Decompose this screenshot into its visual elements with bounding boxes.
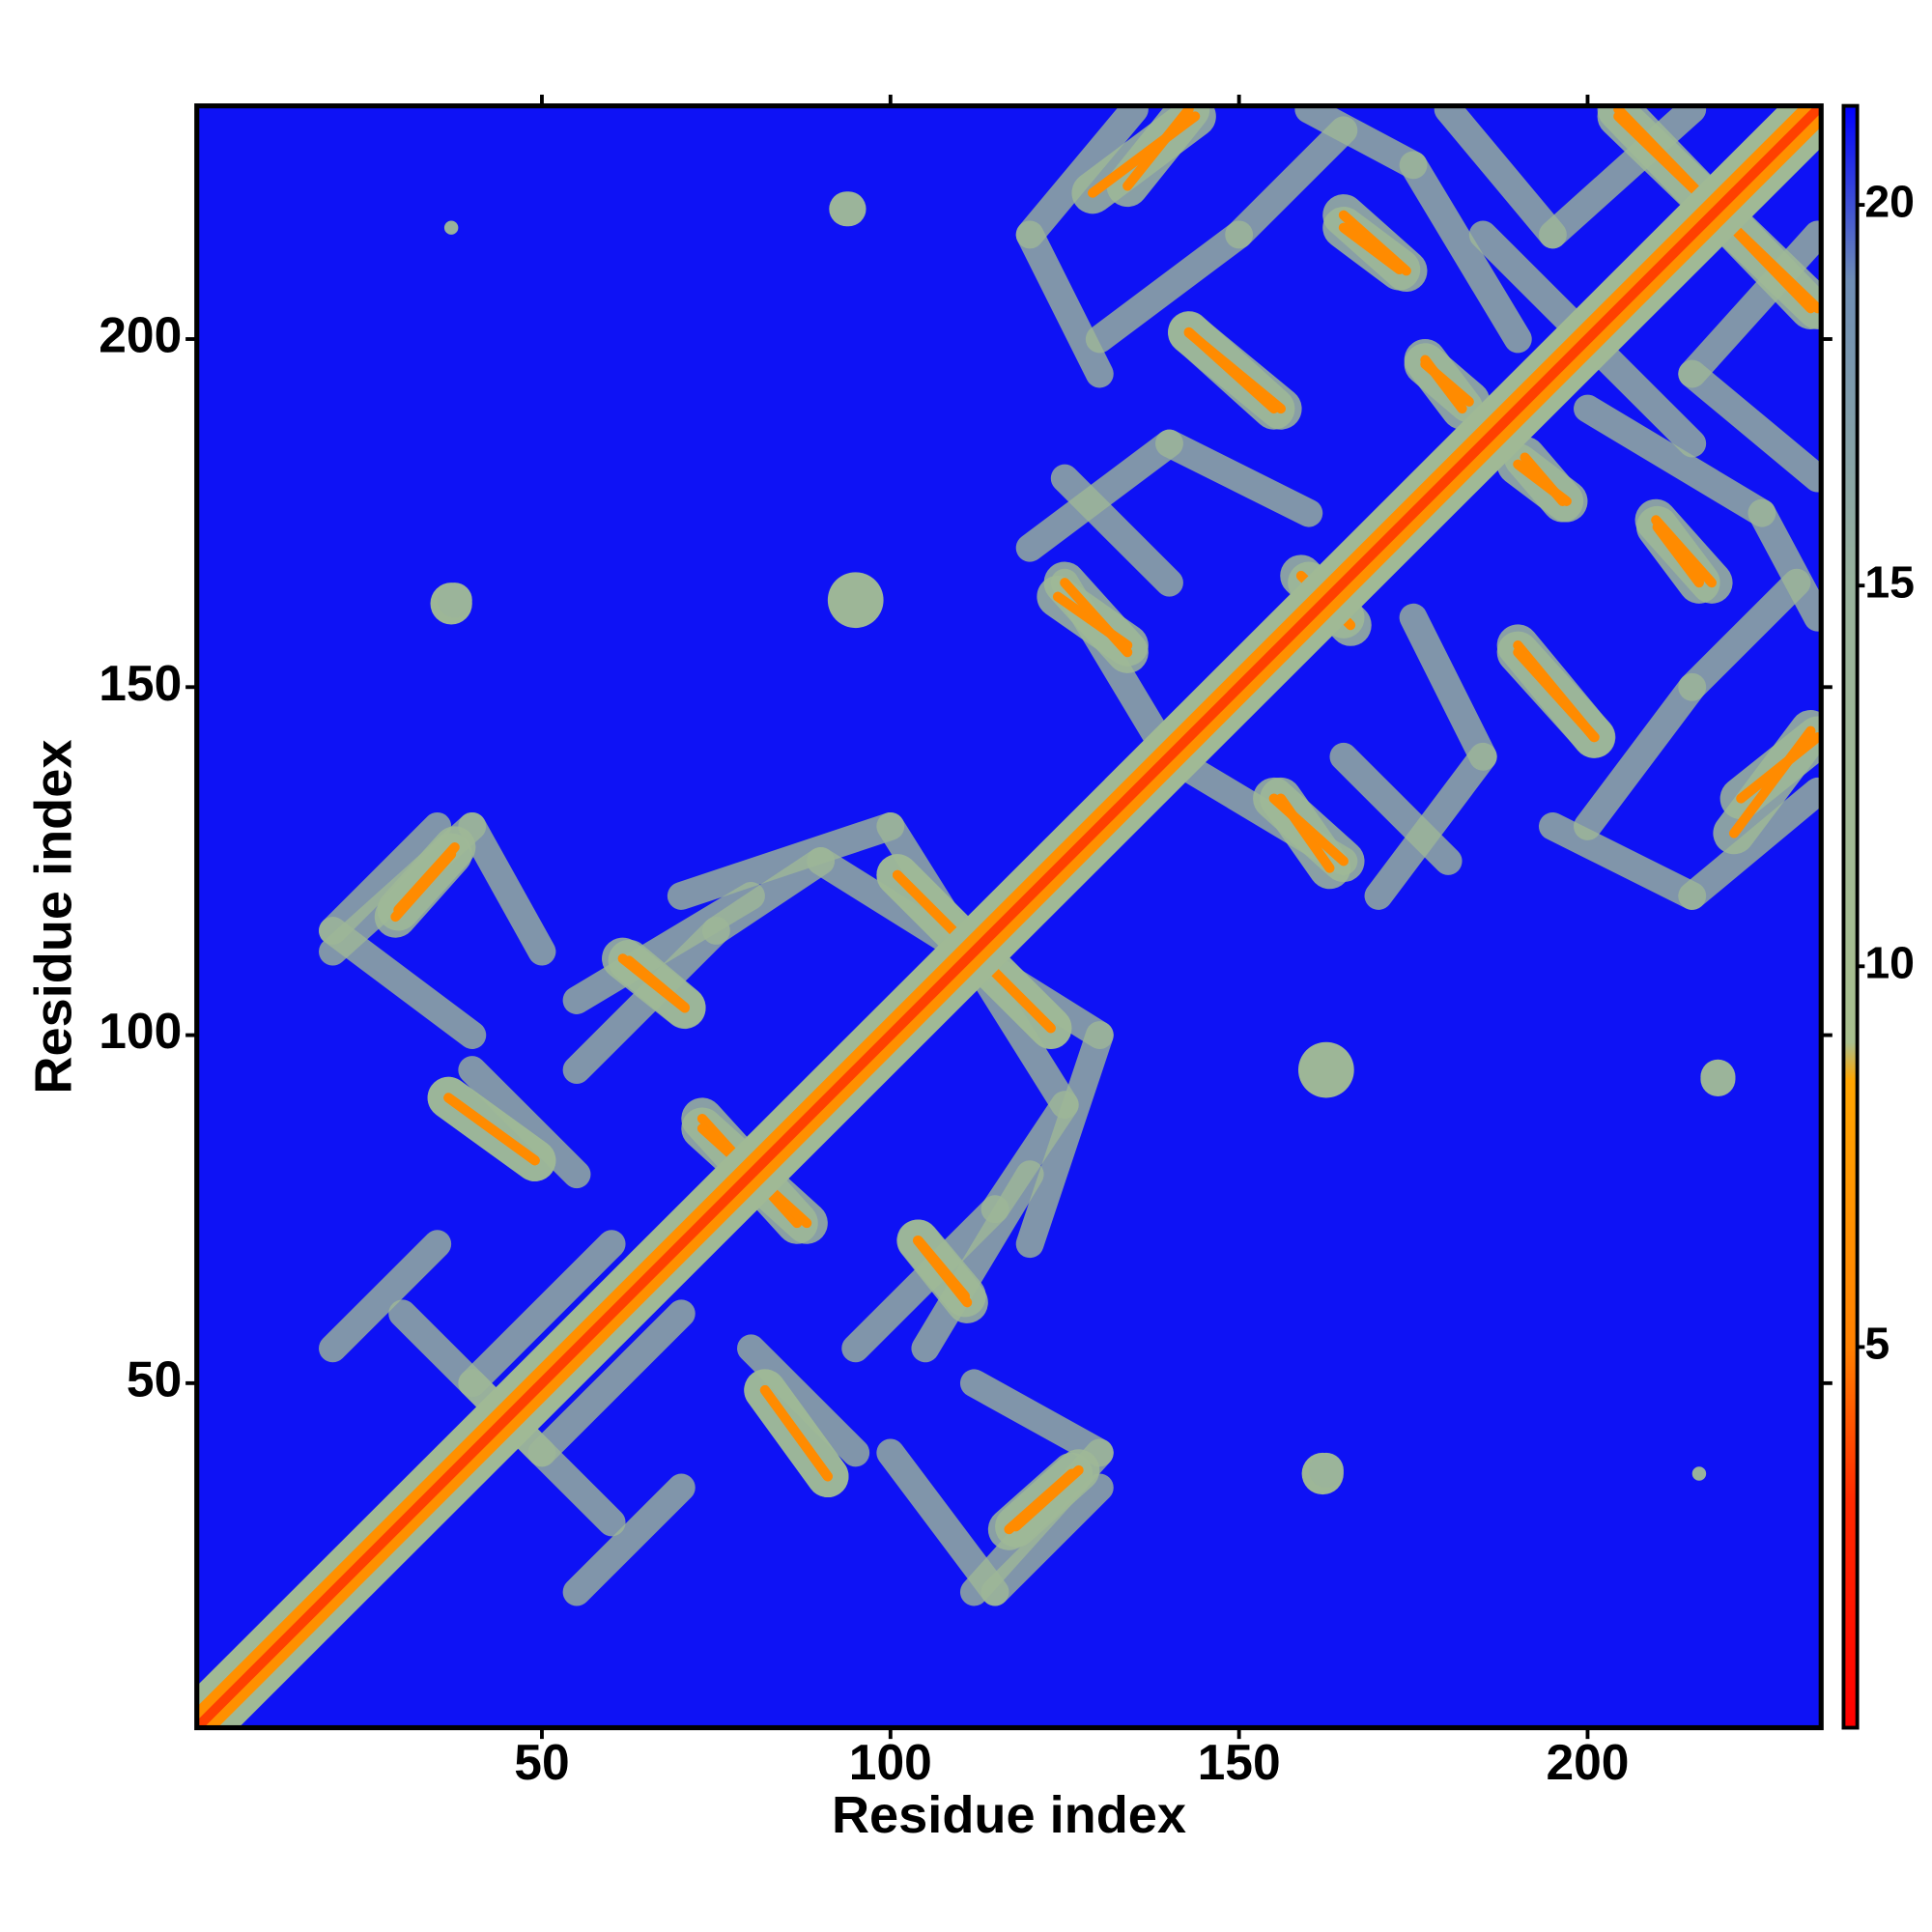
contact-streak bbox=[1652, 522, 1704, 588]
colorbar-tick-label: 15 bbox=[1864, 556, 1915, 607]
y-axis-title: Residue index bbox=[25, 740, 83, 1094]
y-tick-label: 100 bbox=[99, 1003, 182, 1059]
contact-streak bbox=[393, 841, 460, 915]
x-tick-label: 200 bbox=[1546, 1734, 1629, 1790]
y-tick-label: 50 bbox=[127, 1350, 182, 1406]
colorbar-tick-label: 5 bbox=[1864, 1319, 1889, 1369]
contact-ring bbox=[959, 1369, 1114, 1467]
contact-streak bbox=[1513, 647, 1600, 743]
heatmap bbox=[196, 105, 1822, 1728]
contact-ring bbox=[1085, 220, 1254, 354]
contact-ring bbox=[319, 811, 452, 945]
contact-ring bbox=[458, 1230, 626, 1398]
x-axis-title: Residue index bbox=[832, 1786, 1186, 1844]
y-tick-label: 200 bbox=[99, 307, 182, 363]
y-tick-label: 150 bbox=[99, 655, 182, 711]
contact-ring bbox=[1678, 777, 1822, 910]
contact-ring bbox=[1678, 220, 1822, 388]
contact-ring bbox=[1434, 105, 1567, 249]
contact-ring bbox=[458, 1056, 591, 1189]
contact-ring bbox=[319, 917, 487, 1049]
colorbar-tick-label: 10 bbox=[1864, 938, 1915, 988]
contact-island bbox=[437, 582, 472, 618]
x-tick-label: 150 bbox=[1198, 1734, 1281, 1790]
contact-streak bbox=[1338, 222, 1405, 274]
contact-island bbox=[827, 572, 884, 629]
contact-ring bbox=[1574, 394, 1776, 527]
contact-island bbox=[1308, 1452, 1344, 1488]
contact-ring bbox=[1015, 429, 1183, 562]
contact-streak bbox=[1736, 732, 1822, 804]
contact-ring bbox=[980, 1473, 1114, 1606]
contact-island bbox=[443, 220, 459, 235]
contact-ring bbox=[562, 1473, 696, 1606]
contact-ring bbox=[667, 811, 905, 910]
contact-ring bbox=[1399, 151, 1532, 354]
x-tick-label: 100 bbox=[849, 1734, 932, 1790]
contact-streak bbox=[624, 955, 690, 1012]
contact-ring bbox=[458, 811, 556, 966]
contact-ring bbox=[1364, 742, 1497, 910]
contact-streak bbox=[1420, 355, 1467, 414]
contact-ring bbox=[1747, 498, 1822, 632]
contact-island bbox=[1700, 1061, 1736, 1096]
plot-frame bbox=[194, 103, 1824, 1731]
x-tick-label: 50 bbox=[514, 1734, 569, 1790]
colorbar bbox=[1841, 103, 1860, 1730]
contact-ring bbox=[1538, 811, 1707, 910]
contact-ring bbox=[1155, 429, 1323, 527]
contact-streak bbox=[1122, 105, 1194, 191]
contact-island bbox=[1691, 1466, 1707, 1481]
contact-ring bbox=[1678, 359, 1822, 493]
contact-island bbox=[829, 191, 865, 227]
contact-streak bbox=[759, 1384, 833, 1482]
contact-ring bbox=[980, 1091, 1079, 1224]
contact-streak bbox=[443, 1093, 540, 1166]
contact-ring bbox=[1294, 105, 1428, 180]
contact-ring bbox=[1225, 116, 1358, 249]
contact-streak bbox=[1268, 793, 1349, 867]
contact-ring bbox=[1678, 568, 1811, 701]
contact-ring bbox=[1015, 1021, 1114, 1259]
diagonal-band bbox=[196, 105, 1822, 1728]
contact-streak bbox=[1010, 1464, 1084, 1532]
contact-ring bbox=[1574, 672, 1707, 840]
contact-streak bbox=[1513, 459, 1572, 506]
contact-ring bbox=[1538, 105, 1707, 249]
contact-ring bbox=[737, 1334, 870, 1467]
contact-ring bbox=[527, 1299, 696, 1467]
contact-streak bbox=[913, 1236, 971, 1301]
contact-ring bbox=[1015, 220, 1114, 388]
contact-ring bbox=[876, 1438, 1009, 1606]
contact-island bbox=[1297, 1041, 1354, 1098]
contact-streak bbox=[1183, 327, 1279, 414]
contact-ring bbox=[701, 846, 836, 945]
contact-ring bbox=[1399, 603, 1497, 771]
contact-ring bbox=[1015, 105, 1149, 249]
contact-ring bbox=[319, 1230, 452, 1363]
colorbar-tick-label: 20 bbox=[1864, 176, 1915, 226]
contact-streak bbox=[1060, 578, 1133, 658]
